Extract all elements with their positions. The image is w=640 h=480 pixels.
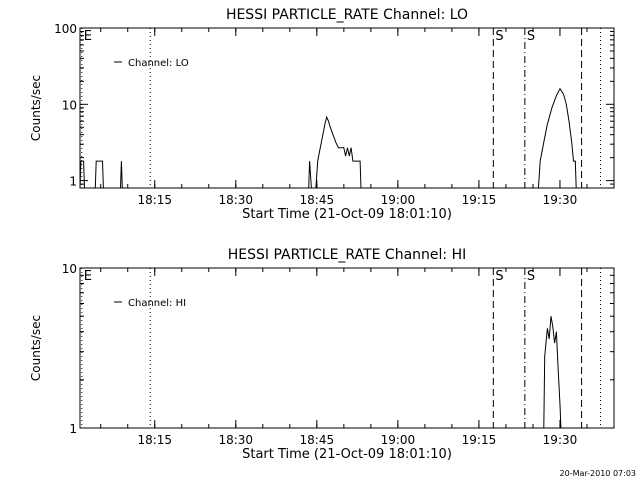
plot-frame <box>79 27 615 189</box>
event-marker-label: E <box>84 269 92 284</box>
x-tick-label: 19:00 <box>381 193 416 207</box>
y-tick-label: 10 <box>62 98 77 112</box>
series-line <box>543 316 562 429</box>
x-tick-label: 19:00 <box>381 433 416 447</box>
x-tick-label: 19:15 <box>462 193 497 207</box>
x-tick-label: 18:30 <box>218 433 253 447</box>
y-tick-label: 10 <box>62 262 77 276</box>
chart-title: HESSI PARTICLE_RATE Channel: HI <box>228 247 466 263</box>
chart-title: HESSI PARTICLE_RATE Channel: LO <box>226 7 468 23</box>
plot-frame <box>79 267 615 429</box>
y-tick-label: 1 <box>69 422 77 436</box>
legend-label: Channel: LO <box>128 58 189 69</box>
x-tick-label: 19:30 <box>543 193 578 207</box>
x-tick-label: 18:45 <box>300 193 335 207</box>
legend-label: Channel: HI <box>128 298 186 309</box>
x-tick-label: 19:30 <box>543 433 578 447</box>
x-axis-label: Start Time (21-Oct-09 18:01:10) <box>242 207 452 222</box>
x-tick-label: 18:30 <box>218 193 253 207</box>
series-line <box>79 87 577 189</box>
y-tick-label: 1 <box>69 175 77 189</box>
event-marker-label: S <box>495 269 503 284</box>
plot-timestamp: 20-Mar-2010 07:03 <box>559 469 637 478</box>
event-marker-label: S <box>527 29 535 44</box>
event-marker-label: S <box>527 269 535 284</box>
event-marker-label: S <box>495 29 503 44</box>
x-tick-label: 18:15 <box>137 193 172 207</box>
y-tick-label: 100 <box>54 22 77 36</box>
y-axis-label: Counts/sec <box>29 315 43 381</box>
x-tick-label: 18:15 <box>137 433 172 447</box>
x-axis-label: Start Time (21-Oct-09 18:01:10) <box>242 447 452 462</box>
x-tick-label: 18:45 <box>300 433 335 447</box>
y-axis-label: Counts/sec <box>29 75 43 141</box>
event-marker-label: E <box>84 29 92 44</box>
x-tick-label: 19:15 <box>462 433 497 447</box>
